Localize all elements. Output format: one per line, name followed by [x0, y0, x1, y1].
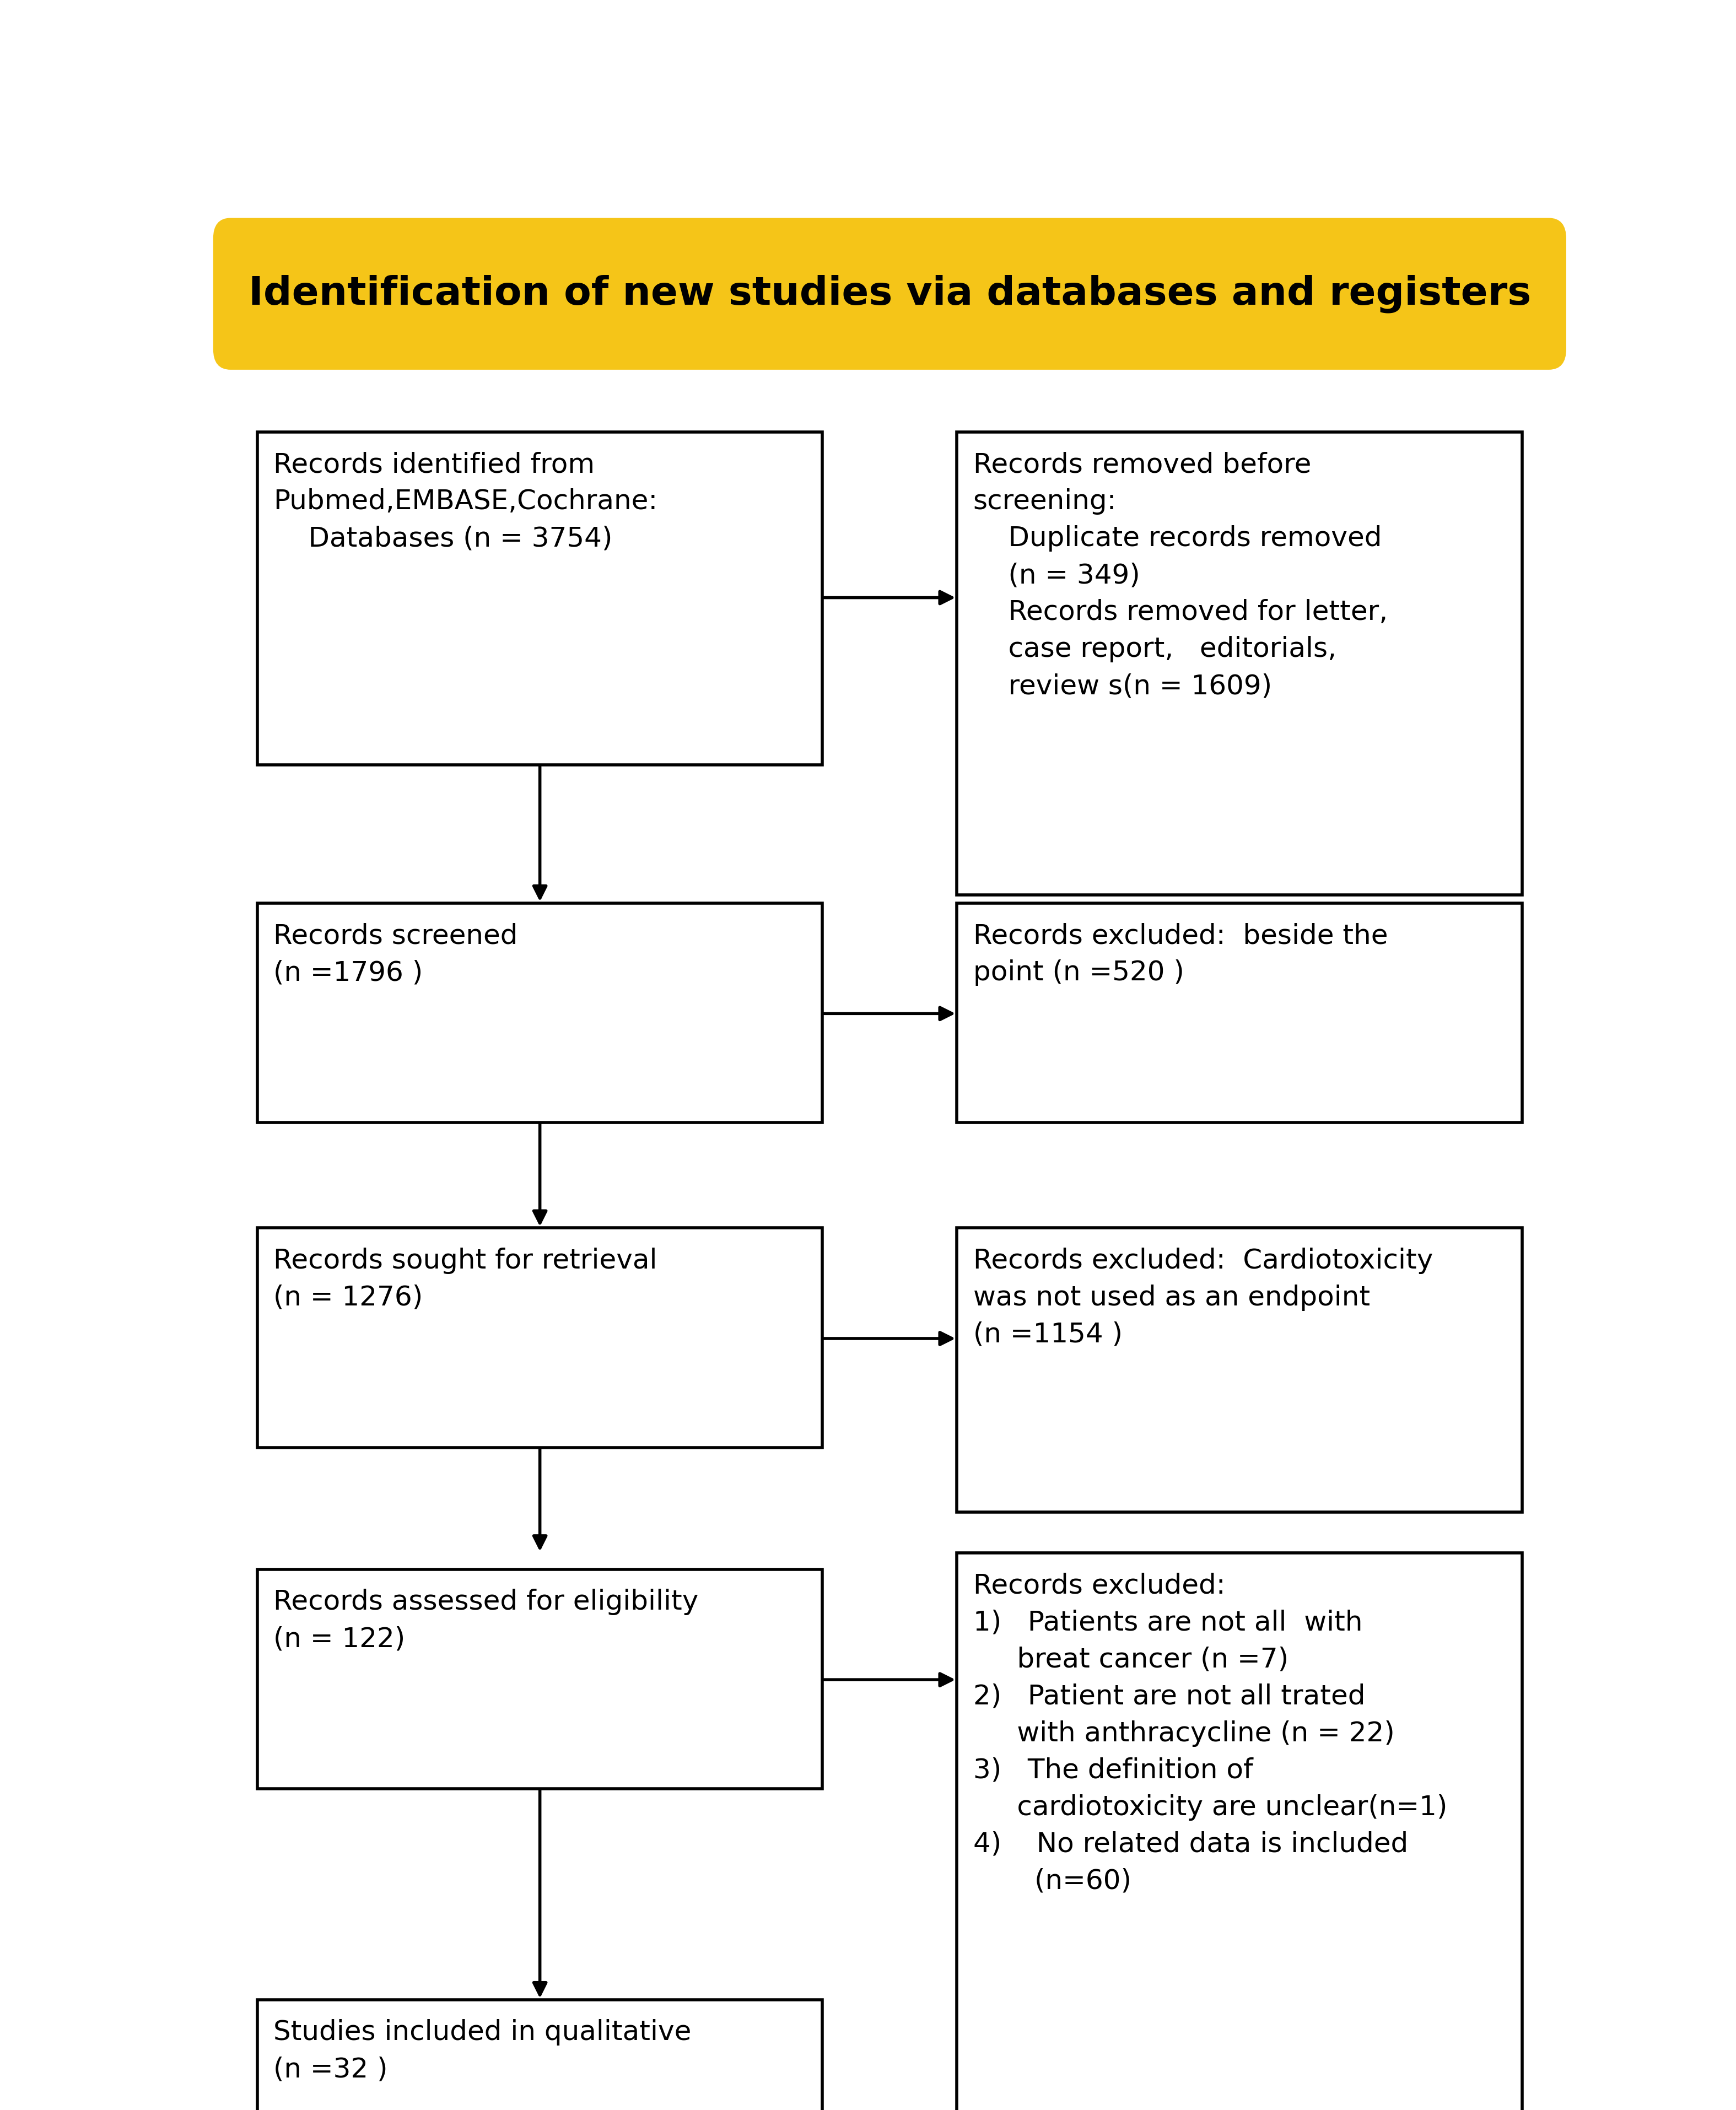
Text: Records assessed for eligibility
(n = 122): Records assessed for eligibility (n = 12… [274, 1589, 698, 1652]
Text: Records sought for retrieval
(n = 1276): Records sought for retrieval (n = 1276) [274, 1247, 658, 1310]
FancyBboxPatch shape [957, 1553, 1522, 2110]
FancyBboxPatch shape [214, 219, 1566, 369]
Text: Records excluded:
1)   Patients are not all  with
     breat cancer (n =7)
2)   : Records excluded: 1) Patients are not al… [974, 1572, 1448, 1895]
FancyBboxPatch shape [957, 1228, 1522, 1513]
FancyBboxPatch shape [957, 433, 1522, 895]
FancyBboxPatch shape [257, 2000, 823, 2110]
Text: Records identified from
Pubmed,EMBASE,Cochrane:
    Databases (n = 3754): Records identified from Pubmed,EMBASE,Co… [274, 452, 658, 551]
FancyBboxPatch shape [957, 903, 1522, 1123]
Text: Records screened
(n =1796 ): Records screened (n =1796 ) [274, 922, 517, 985]
FancyBboxPatch shape [257, 903, 823, 1123]
FancyBboxPatch shape [257, 1228, 823, 1447]
Text: Studies included in qualitative
(n =32 ): Studies included in qualitative (n =32 ) [274, 2019, 691, 2083]
Text: Records removed before
screening:
    Duplicate records removed
    (n = 349)
  : Records removed before screening: Duplic… [974, 452, 1387, 698]
Text: Identification of new studies via databases and registers: Identification of new studies via databa… [248, 274, 1531, 312]
FancyBboxPatch shape [257, 433, 823, 766]
FancyBboxPatch shape [257, 1570, 823, 1789]
Text: Records excluded:  beside the
point (n =520 ): Records excluded: beside the point (n =5… [974, 922, 1387, 985]
Text: Records excluded:  Cardiotoxicity
was not used as an endpoint
(n =1154 ): Records excluded: Cardiotoxicity was not… [974, 1247, 1432, 1348]
